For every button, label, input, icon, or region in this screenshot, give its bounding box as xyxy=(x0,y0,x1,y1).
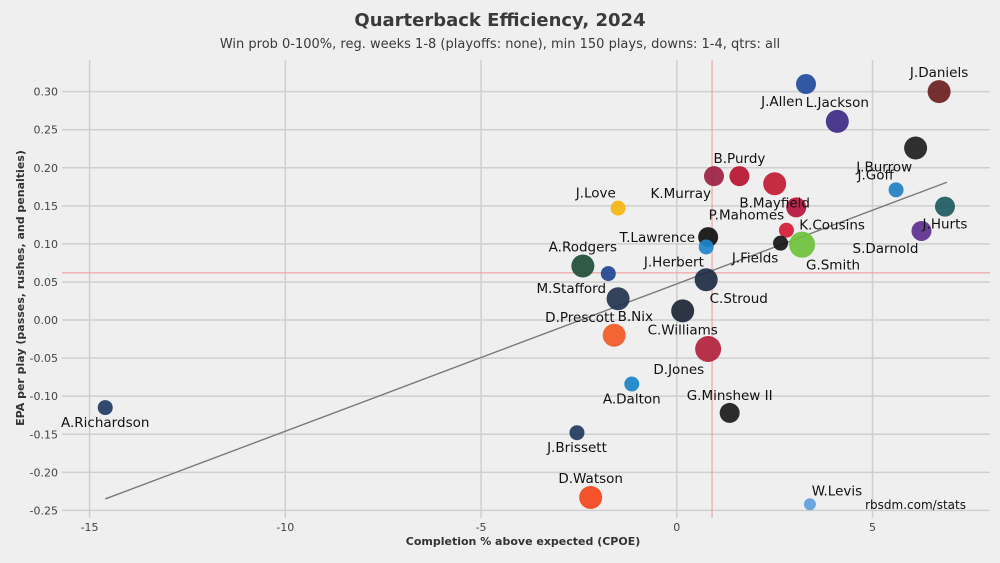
point-c-williams[interactable] xyxy=(671,299,695,323)
point-w-levis[interactable] xyxy=(803,498,816,511)
point-j-daniels[interactable] xyxy=(927,80,951,104)
y-tick-label: 0.20 xyxy=(34,162,59,175)
point-d-prescott[interactable] xyxy=(606,287,630,311)
point-label: T.Lawrence xyxy=(619,230,696,246)
point-a-dalton[interactable] xyxy=(624,376,640,392)
x-tick-label: -5 xyxy=(476,521,487,534)
point-label: A.Richardson xyxy=(61,415,149,431)
point-label: J.Herbert xyxy=(643,254,704,270)
point-c-stroud[interactable] xyxy=(694,268,718,292)
point-label: J.Burrow xyxy=(855,159,912,175)
grid-layer xyxy=(62,60,990,518)
point-j-love[interactable] xyxy=(610,200,626,216)
point-a-rodgers[interactable] xyxy=(571,254,595,278)
y-tick-label: -0.05 xyxy=(30,352,58,365)
point-label: J.Goff xyxy=(856,167,894,183)
point-j-brissett[interactable] xyxy=(569,425,585,441)
point-a-richardson[interactable] xyxy=(97,400,113,416)
point-d-jones[interactable] xyxy=(695,335,722,362)
point-label: B.Nix xyxy=(618,309,653,325)
point-label: G.Smith xyxy=(806,258,860,274)
y-tick-label: -0.15 xyxy=(30,428,58,441)
point-label: J.Brissett xyxy=(546,440,607,456)
point-label: A.Rodgers xyxy=(549,239,617,255)
points-layer xyxy=(97,74,955,511)
point-d-watson[interactable] xyxy=(579,485,603,509)
point-k-cousins[interactable] xyxy=(786,197,807,218)
y-tick-label: 0.30 xyxy=(34,86,59,99)
point-label: G.Minshew II xyxy=(687,388,773,404)
point-g-smith[interactable] xyxy=(789,231,816,258)
point-k-murray[interactable] xyxy=(704,166,724,187)
x-tick-label: 5 xyxy=(869,521,876,534)
y-tick-label: -0.20 xyxy=(30,466,58,479)
point-label: J.Love xyxy=(575,186,616,202)
point-label: D.Jones xyxy=(653,362,704,378)
point-b-purdy[interactable] xyxy=(729,166,750,187)
y-tick-label: -0.10 xyxy=(30,390,58,403)
x-tick-label: -10 xyxy=(276,521,294,534)
point-label: J.Allen xyxy=(760,94,803,110)
point-label: P.Mahomes xyxy=(709,208,785,224)
point-j-allen[interactable] xyxy=(796,74,816,95)
point-label: J.Hurts xyxy=(922,217,968,233)
point-m-stafford[interactable] xyxy=(600,266,616,282)
point-g-minshew-ii[interactable] xyxy=(719,402,740,423)
point-label: M.Stafford xyxy=(537,281,607,297)
point-p-mahomes[interactable] xyxy=(778,222,794,238)
y-tick-label: -0.25 xyxy=(30,504,58,517)
point-label: L.Jackson xyxy=(806,95,869,111)
point-label: B.Mayfield xyxy=(739,195,810,211)
point-label: D.Watson xyxy=(558,471,623,487)
chart-subtitle: Win prob 0-100%, reg. weeks 1-8 (playoff… xyxy=(219,37,781,52)
point-j-hurts[interactable] xyxy=(934,196,955,217)
point-j-goff[interactable] xyxy=(888,182,904,198)
point-label: J.Fields xyxy=(731,251,778,267)
y-tick-label: 0.25 xyxy=(34,124,59,137)
point-labels-layer: J.Daniels J.Allen L.Jackson J.Burrow B.Purdy… xyxy=(61,65,968,499)
point-b-nix[interactable] xyxy=(602,323,626,347)
point-label: K.Cousins xyxy=(799,217,865,233)
point-label: D.Prescott xyxy=(545,310,614,326)
y-tick-label: 0.00 xyxy=(34,314,59,327)
y-tick-label: 0.10 xyxy=(34,238,59,251)
point-j-herbert[interactable] xyxy=(698,239,714,255)
point-label: C.Williams xyxy=(648,322,718,338)
point-label: K.Murray xyxy=(651,186,711,202)
x-tick-label: 0 xyxy=(673,521,680,534)
point-label: A.Dalton xyxy=(603,392,661,408)
y-axis-label: EPA per play (passes, rushes, and penalt… xyxy=(14,150,27,426)
y-tick-label: 0.15 xyxy=(34,200,59,213)
point-label: W.Levis xyxy=(812,483,862,499)
point-label: J.Daniels xyxy=(909,65,968,81)
reference-lines xyxy=(62,60,990,518)
point-label: S.Darnold xyxy=(853,241,919,257)
point-label: C.Stroud xyxy=(710,291,768,307)
credit-text: rbsdm.com/stats xyxy=(865,498,966,512)
tick-labels-layer: 0.30 0.25 0.20 0.15 0.10 0.05 0.00 -0.05 -0.10 -0… xyxy=(30,86,877,534)
point-l-jackson[interactable] xyxy=(825,109,849,133)
y-tick-label: 0.05 xyxy=(34,276,59,289)
point-s-darnold[interactable] xyxy=(911,220,932,241)
point-j-fields[interactable] xyxy=(773,235,789,251)
point-b-mayfield[interactable] xyxy=(763,172,787,196)
point-j-burrow[interactable] xyxy=(904,136,928,160)
chart-title: Quarterback Efficiency, 2024 xyxy=(354,10,646,31)
point-label: B.Purdy xyxy=(714,151,766,167)
x-axis-label: Completion % above expected (CPOE) xyxy=(406,535,641,548)
x-tick-label: -15 xyxy=(81,521,99,534)
